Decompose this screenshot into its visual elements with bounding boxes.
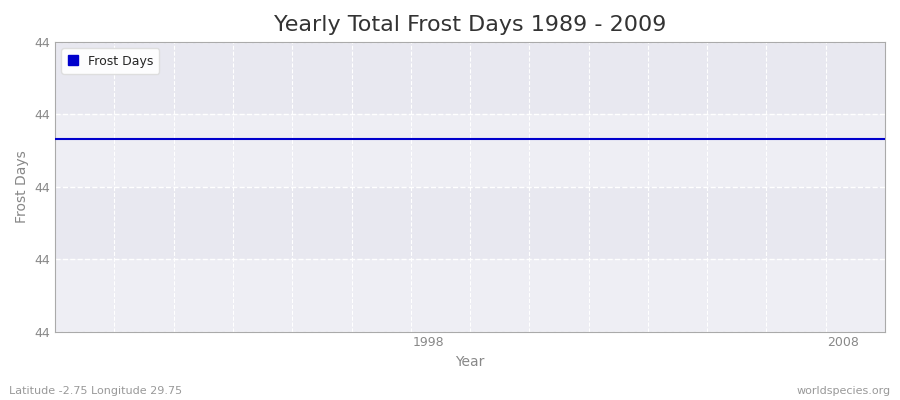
Y-axis label: Frost Days: Frost Days: [15, 150, 29, 223]
Bar: [55, 114, 885, 187]
Bar: [55, 259, 885, 332]
Text: Latitude -2.75 Longitude 29.75: Latitude -2.75 Longitude 29.75: [9, 386, 182, 396]
Bar: [55, 187, 885, 259]
Title: Yearly Total Frost Days 1989 - 2009: Yearly Total Frost Days 1989 - 2009: [274, 15, 666, 35]
Text: worldspecies.org: worldspecies.org: [796, 386, 891, 396]
X-axis label: Year: Year: [455, 355, 485, 369]
Legend: Frost Days: Frost Days: [61, 48, 159, 74]
Bar: [55, 42, 885, 114]
